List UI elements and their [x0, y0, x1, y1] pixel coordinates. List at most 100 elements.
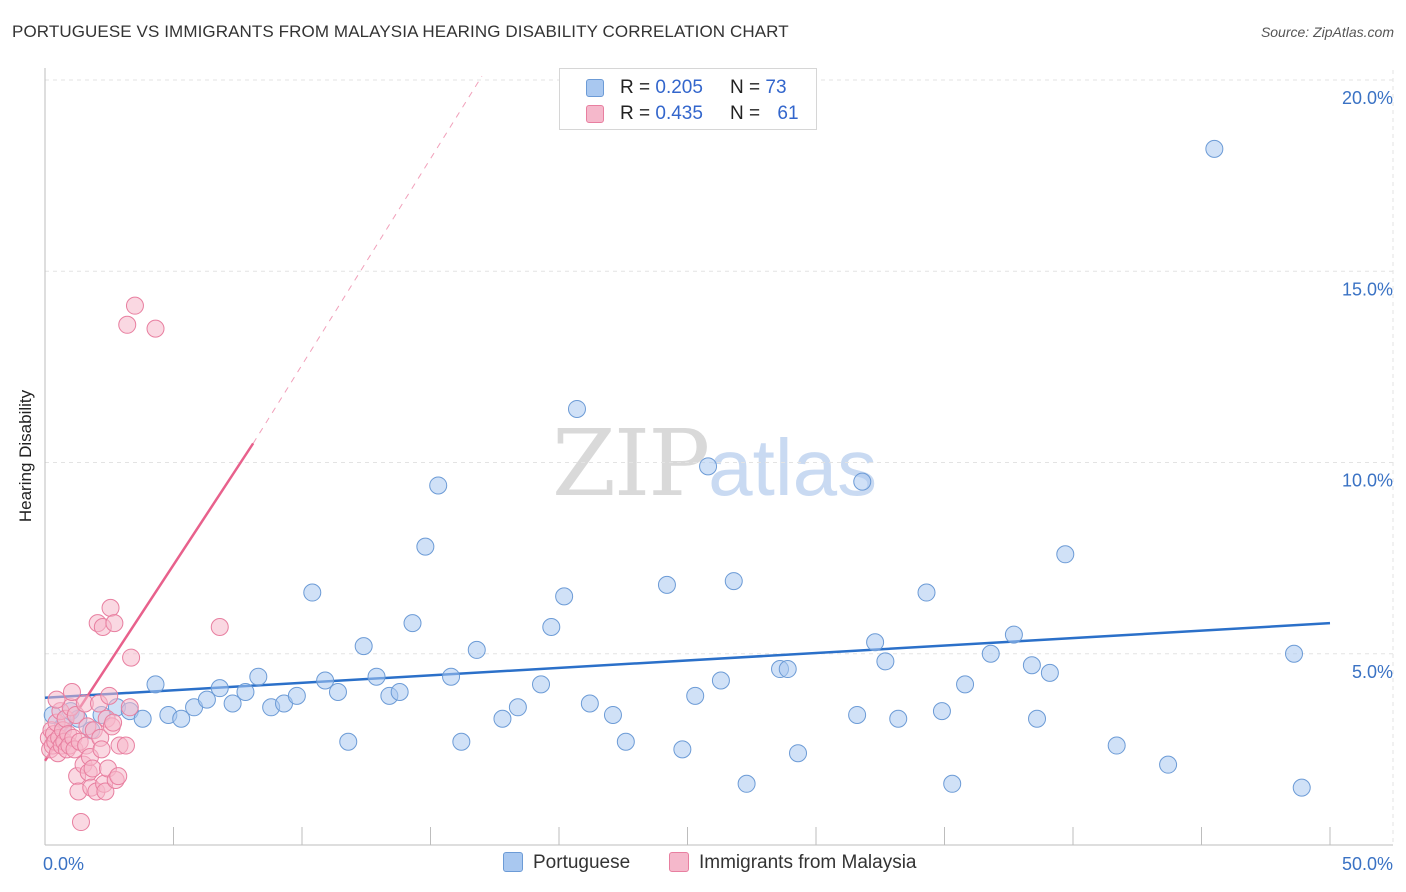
malaysia-point — [104, 713, 123, 732]
portuguese-point — [932, 702, 951, 721]
portuguese-point — [1159, 755, 1178, 774]
portuguese-point — [467, 640, 486, 659]
portuguese-point — [133, 709, 152, 728]
legend-swatch-malaysia — [586, 105, 604, 123]
y-tick-label: 10.0% — [1342, 471, 1393, 491]
portuguese-point — [452, 732, 471, 751]
bottom-legend-portuguese: Portuguese — [503, 852, 630, 874]
portuguese-point — [542, 617, 561, 636]
portuguese-point — [316, 671, 335, 690]
x-tick-label: 50.0% — [1342, 854, 1393, 874]
legend-n-label: N = — [730, 103, 766, 124]
bottom-legend-swatch-malaysia — [669, 852, 689, 872]
portuguese-point — [1205, 139, 1224, 158]
bottom-legend-malaysia: Immigrants from Malaysia — [669, 852, 917, 874]
portuguese-point — [981, 644, 1000, 663]
bottom-legend-label: Portuguese — [533, 852, 631, 873]
malaysia-point — [83, 759, 102, 778]
portuguese-point — [236, 683, 255, 701]
malaysia-point — [62, 683, 81, 701]
portuguese-point — [367, 667, 386, 686]
tick-labels: 5.0% 10.0% 15.0% 20.0% 0.0% 50.0% — [43, 88, 1393, 874]
portuguese-point — [1292, 778, 1311, 797]
portuguese-point — [711, 671, 730, 690]
malaysia-point — [109, 767, 128, 786]
y-axis-label: Hearing Disability — [16, 389, 35, 523]
portuguese-point — [724, 572, 743, 591]
portuguese-point — [493, 709, 512, 728]
portuguese-point — [699, 457, 718, 476]
malaysia-point — [101, 598, 120, 617]
watermark-atlas: atlas — [708, 423, 878, 512]
source-label: Source: ZipAtlas.com — [1260, 24, 1394, 40]
portuguese-point — [737, 774, 756, 793]
legend-r: R = 0.435 — [620, 103, 703, 125]
portuguese-point — [390, 683, 409, 701]
portuguese-point — [416, 537, 435, 556]
portuguese-point — [866, 633, 885, 652]
chart-title: PORTUGUESE VS IMMIGRANTS FROM MALAYSIA H… — [12, 22, 789, 41]
watermark: ZIPatlas — [552, 410, 877, 517]
trendlines — [43, 75, 1331, 762]
malaysia-point — [47, 690, 66, 709]
malaysia-point — [118, 315, 137, 334]
watermark-zip: ZIP — [552, 410, 710, 517]
legend-r: R = 0.205 — [620, 77, 703, 99]
portuguese-point — [146, 675, 165, 694]
malaysia-point — [122, 648, 141, 667]
legend-r-label: R = — [620, 77, 656, 98]
malaysia-point — [92, 740, 111, 759]
legend-n-value: 61 — [777, 103, 799, 124]
malaysia-point — [125, 296, 144, 315]
bottom-legend-swatch-portuguese — [503, 852, 523, 872]
portuguese-point — [580, 694, 599, 713]
x-tick-label: 0.0% — [43, 854, 84, 874]
portuguese-point — [532, 675, 551, 694]
portuguese-point — [249, 667, 268, 686]
malaysia-point — [116, 736, 135, 755]
portuguese-point — [1004, 625, 1023, 644]
malaysia-point — [105, 614, 124, 633]
legend-n-value: 73 — [765, 77, 787, 98]
legend-r-label: R = — [620, 103, 656, 124]
legend-r-value: 0.435 — [655, 103, 703, 124]
portuguese-point — [1022, 656, 1041, 675]
portuguese-point — [1028, 709, 1047, 728]
portuguese-point — [1107, 736, 1126, 755]
portuguese-point — [287, 686, 306, 705]
portuguese-point — [354, 637, 373, 656]
portuguese-point — [616, 732, 635, 751]
portuguese-point — [567, 399, 586, 418]
gridlines — [45, 70, 1394, 845]
portuguese-point — [657, 575, 676, 594]
y-tick-label: 5.0% — [1352, 662, 1393, 682]
legend-r-value: 0.205 — [655, 77, 703, 98]
portuguese-point — [429, 476, 448, 495]
portuguese-point — [210, 679, 229, 698]
legend-n: N = 61 — [730, 103, 799, 125]
portuguese-point — [1285, 644, 1304, 663]
bottom-legend-label: Immigrants from Malaysia — [699, 852, 917, 873]
portuguese-trendline — [44, 621, 1331, 699]
portuguese-point — [172, 709, 191, 728]
portuguese-point — [303, 583, 322, 602]
malaysia-point — [100, 686, 119, 705]
portuguese-point — [889, 709, 908, 728]
malaysia-point — [71, 813, 90, 832]
portuguese-point — [442, 667, 461, 686]
portuguese-point — [555, 587, 574, 606]
portuguese-point — [917, 583, 936, 602]
portuguese-point — [403, 614, 422, 633]
portuguese-point — [853, 472, 872, 491]
legend-n: N = 73 — [730, 77, 787, 99]
legend-n-label: N = — [730, 77, 766, 98]
malaysia-point — [146, 319, 165, 338]
portuguese-point — [1040, 663, 1059, 682]
y-tick-label: 20.0% — [1342, 88, 1393, 108]
portuguese-point — [197, 690, 216, 709]
malaysia-point — [210, 617, 229, 636]
portuguese-point — [508, 698, 527, 717]
legend-swatch-portuguese — [586, 79, 604, 97]
malaysia-trendline-extension — [252, 75, 483, 444]
